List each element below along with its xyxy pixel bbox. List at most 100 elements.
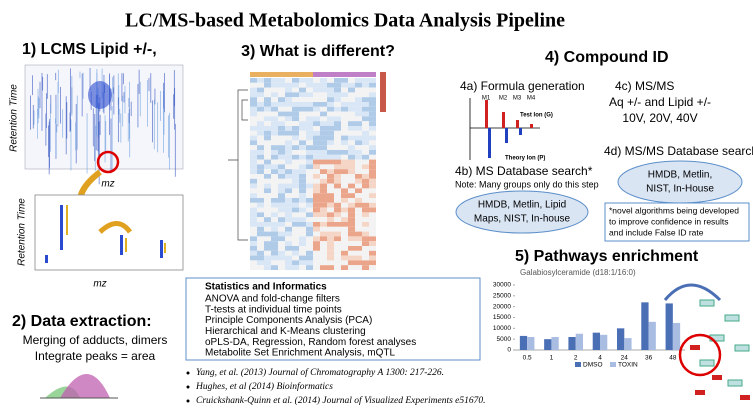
lcms-streak <box>174 88 176 130</box>
heatmap-cell <box>341 102 348 107</box>
heatmap-cell <box>320 78 327 83</box>
heatmap-cell <box>250 150 257 155</box>
heatmap-cell <box>292 178 299 184</box>
heatmap-header <box>306 72 313 77</box>
heatmap-cell <box>369 150 376 155</box>
heatmap-cell <box>278 188 285 194</box>
heatmap-cell <box>369 135 376 141</box>
heatmap-cell <box>341 130 348 136</box>
heatmap-cell <box>264 212 271 218</box>
heatmap-cell <box>327 140 334 146</box>
heatmap-cell <box>320 193 327 198</box>
heatmap-cell <box>250 135 257 141</box>
heatmap-header <box>320 72 327 77</box>
heatmap-cell <box>271 106 278 112</box>
x-tick-label: 1 <box>550 355 554 362</box>
heatmap-cell <box>334 159 341 165</box>
lcms-streak <box>148 77 150 92</box>
heatmap-cell <box>320 164 327 170</box>
heatmap-cell <box>306 154 313 160</box>
heatmap-cell <box>264 159 271 165</box>
heatmap-cell <box>362 135 369 141</box>
heatmap-cell <box>362 193 369 198</box>
heatmap-cell <box>313 246 320 251</box>
x-tick-label: 48 <box>669 355 677 362</box>
heatmap-cell <box>306 241 313 246</box>
heatmap-header <box>341 72 348 77</box>
heatmap-cell <box>299 154 306 160</box>
heatmap-cell <box>285 126 292 131</box>
heatmap-cell <box>327 145 334 150</box>
heatmap-cell <box>306 126 313 131</box>
heatmap-cell <box>257 246 264 251</box>
heatmap-cell <box>320 178 327 184</box>
heatmap-cell <box>362 231 369 237</box>
heatmap-cell <box>313 193 320 198</box>
heatmap-cell <box>285 174 292 179</box>
lcms-streak <box>150 73 152 103</box>
y-tick-label: 25000 <box>493 293 511 300</box>
heatmap-cell <box>250 145 257 150</box>
heatmap-cell <box>250 116 257 122</box>
heatmap-cell <box>320 169 327 174</box>
heatmap-cell <box>285 164 292 170</box>
heatmap-cell <box>257 87 264 93</box>
heatmap-cell <box>257 82 264 88</box>
heatmap-cell <box>369 126 376 131</box>
heatmap-cell <box>299 87 306 93</box>
lcms-streak <box>169 112 170 170</box>
bar <box>600 334 608 350</box>
heatmap-cell <box>264 246 271 251</box>
heatmap-cell <box>264 265 271 270</box>
heatmap-cell <box>355 222 362 227</box>
heatmap-cell <box>348 111 355 117</box>
heatmap-cell <box>292 87 299 93</box>
heatmap-cell <box>341 145 348 150</box>
heatmap-cell <box>362 226 369 232</box>
reference: Yang, et al. (2013) Journal of Chromatog… <box>196 367 444 378</box>
heatmap-cell <box>327 222 334 227</box>
bullet <box>186 385 190 389</box>
heatmap-cell <box>334 236 341 242</box>
heatmap-cell <box>271 250 278 256</box>
heatmap-cell <box>327 236 334 242</box>
heatmap-cell <box>362 111 369 117</box>
heatmap-cell <box>341 255 348 261</box>
heatmap-cell <box>257 97 264 102</box>
heatmap-header <box>299 72 306 77</box>
heatmap-cell <box>257 111 264 117</box>
heatmap-cell <box>271 255 278 261</box>
heatmap-cell <box>369 130 376 136</box>
heatmap-cell <box>320 106 327 112</box>
bar <box>624 338 632 350</box>
text-line: Merging of adducts, dimers <box>23 333 168 347</box>
heatmap-cell <box>285 102 292 107</box>
heatmap-cell <box>306 97 313 102</box>
heatmap-cell <box>341 231 348 237</box>
heatmap-cell <box>341 87 348 93</box>
heatmap-cell <box>271 241 278 246</box>
heatmap-cell <box>264 231 271 237</box>
axis-label: mz <box>93 279 106 290</box>
heatmap-cell <box>264 250 271 256</box>
heatmap-cell <box>306 140 313 146</box>
lcms-streak <box>113 75 115 115</box>
heatmap-cell <box>250 260 257 266</box>
heatmap-cell <box>306 178 313 184</box>
lcms-streak <box>110 118 112 174</box>
heatmap-cell <box>306 188 313 194</box>
bar <box>665 303 673 350</box>
heatmap-cell <box>278 212 285 218</box>
heatmap-cell <box>306 236 313 242</box>
heatmap-cell <box>285 212 292 218</box>
heatmap-cell <box>292 260 299 266</box>
heatmap-cell <box>285 217 292 222</box>
heatmap-cell <box>278 106 285 112</box>
heatmap-cell <box>306 82 313 88</box>
heatmap-cell <box>285 236 292 242</box>
heatmap-cell <box>327 193 334 198</box>
heatmap-cell <box>285 222 292 227</box>
heatmap-cell <box>250 174 257 179</box>
color-key <box>380 72 386 112</box>
bar <box>648 321 656 350</box>
